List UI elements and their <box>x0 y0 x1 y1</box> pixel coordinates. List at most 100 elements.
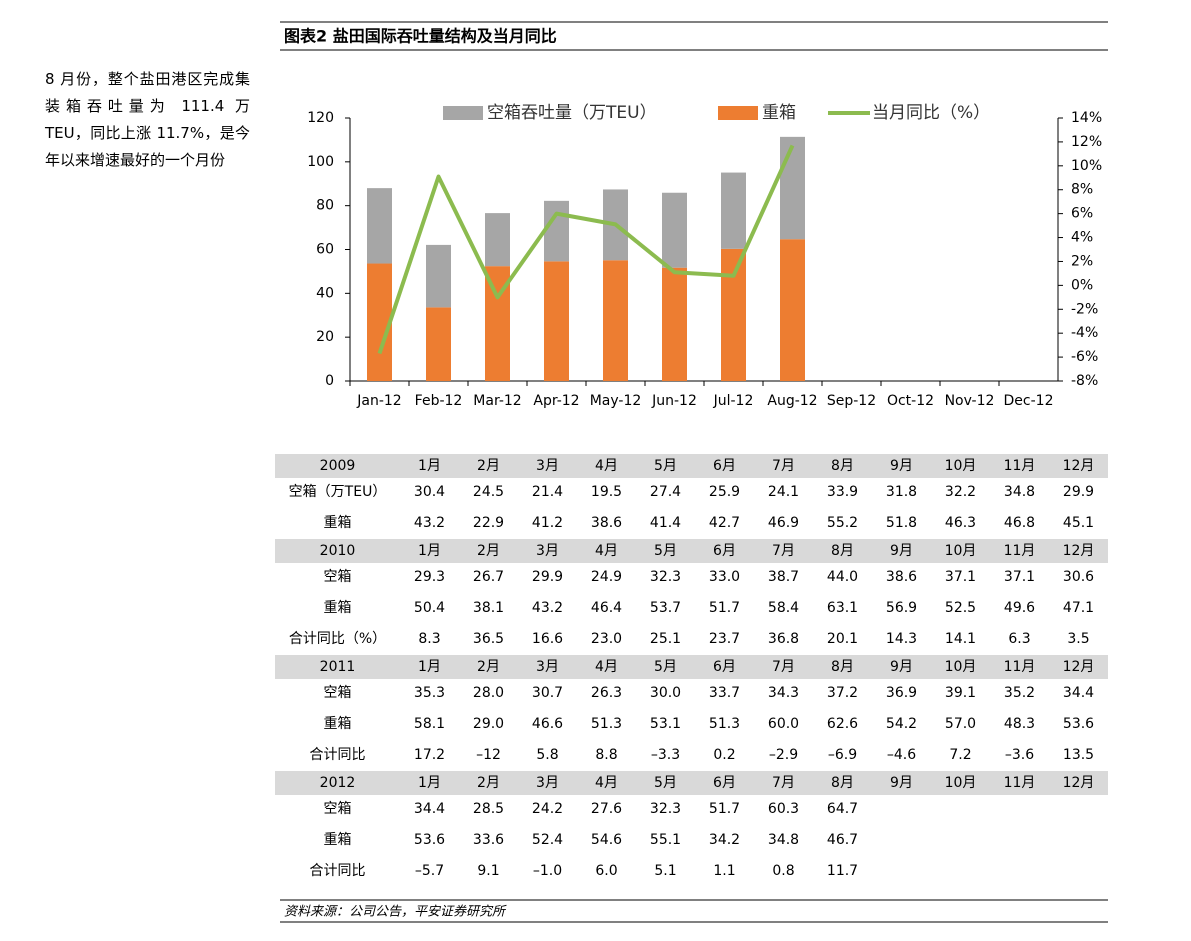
cell: –2.9 <box>769 747 798 763</box>
cell: 6.0 <box>595 863 617 879</box>
cell: 36.5 <box>473 631 504 647</box>
year: 2009 <box>320 458 356 474</box>
cell: 30.4 <box>414 484 445 500</box>
month: 4月 <box>595 543 618 559</box>
cell: 20.1 <box>827 631 858 647</box>
month: 7月 <box>772 775 795 791</box>
cell: 0.8 <box>772 863 794 879</box>
year: 2010 <box>320 543 356 559</box>
month: 11月 <box>1004 458 1036 474</box>
y2-tick-label: 2% <box>1071 253 1093 269</box>
y-tick-label: 40 <box>316 285 334 301</box>
month: 6月 <box>713 458 736 474</box>
month: 10月 <box>945 659 977 675</box>
sidebar-text: 8 月份，整个盐田港区完成集装箱吞吐量为 111.4 万 TEU，同比上涨 11… <box>45 70 250 169</box>
x-tick-label: Apr-12 <box>533 393 579 409</box>
month: 1月 <box>418 659 441 675</box>
cell: 14.1 <box>945 631 976 647</box>
row-label: 空箱 <box>324 569 352 585</box>
month: 5月 <box>654 543 677 559</box>
cell: 34.8 <box>768 832 799 848</box>
cell: 38.7 <box>768 569 799 585</box>
x-tick-label: Jun-12 <box>651 393 697 409</box>
cell: 46.7 <box>827 832 858 848</box>
bar <box>367 188 392 264</box>
cell: 53.6 <box>1063 716 1094 732</box>
bar <box>662 192 687 268</box>
legend-label: 空箱吞吐量（万TEU） <box>487 103 657 123</box>
month: 5月 <box>654 659 677 675</box>
month: 2月 <box>477 775 500 791</box>
cell: 58.4 <box>768 600 799 616</box>
cell: 8.8 <box>595 747 617 763</box>
cell: 42.7 <box>709 515 740 531</box>
month: 10月 <box>945 458 977 474</box>
month: 6月 <box>713 659 736 675</box>
cell: 53.7 <box>650 600 681 616</box>
cell: 31.8 <box>886 484 917 500</box>
cell: 51.7 <box>709 801 740 817</box>
cell: 44.0 <box>827 569 858 585</box>
y-tick-label: 100 <box>307 154 334 170</box>
bar <box>780 136 805 240</box>
cell: 5.1 <box>654 863 676 879</box>
x-tick-label: Feb-12 <box>415 393 463 409</box>
cell: 8.3 <box>418 631 440 647</box>
month: 12月 <box>1063 659 1095 675</box>
month: 4月 <box>595 775 618 791</box>
cell: 43.2 <box>532 600 563 616</box>
cell: 48.3 <box>1004 716 1035 732</box>
cell: 50.4 <box>414 600 445 616</box>
y2-tick-label: -2% <box>1071 301 1098 317</box>
month: 4月 <box>595 659 618 675</box>
cell: 60.0 <box>768 716 799 732</box>
month: 3月 <box>536 458 559 474</box>
bar <box>544 261 569 381</box>
cell: 34.2 <box>709 832 740 848</box>
month: 8月 <box>831 458 854 474</box>
cell: 13.5 <box>1063 747 1094 763</box>
cell: 37.1 <box>945 569 976 585</box>
cell: 34.3 <box>768 685 799 701</box>
y2-tick-label: 14% <box>1071 110 1102 126</box>
cell: 7.2 <box>949 747 971 763</box>
cell: 6.3 <box>1008 631 1030 647</box>
cell: 34.4 <box>414 801 445 817</box>
cell: 24.5 <box>473 484 504 500</box>
source: 资料来源：公司公告，平安证券研究所 <box>284 904 507 920</box>
y2-tick-label: 4% <box>1071 230 1093 246</box>
cell: 33.7 <box>709 685 740 701</box>
month: 9月 <box>890 659 913 675</box>
cell: 32.2 <box>945 484 976 500</box>
month: 7月 <box>772 543 795 559</box>
month: 11月 <box>1004 775 1036 791</box>
cell: 46.4 <box>591 600 622 616</box>
cell: 30.0 <box>650 685 681 701</box>
cell: 54.6 <box>591 832 622 848</box>
cell: 26.3 <box>591 685 622 701</box>
cell: –12 <box>476 747 501 763</box>
cell: 1.1 <box>713 863 735 879</box>
cell: 9.1 <box>477 863 499 879</box>
y2-tick-label: -8% <box>1071 373 1098 389</box>
cell: 37.1 <box>1004 569 1035 585</box>
cell: 29.9 <box>1063 484 1094 500</box>
legend-label: 当月同比（%） <box>872 103 990 123</box>
cell: –3.6 <box>1005 747 1034 763</box>
cell: 14.3 <box>886 631 917 647</box>
y-tick-label: 0 <box>325 373 334 389</box>
cell: 32.3 <box>650 569 681 585</box>
legend-label: 重箱 <box>762 103 796 123</box>
y2-tick-label: -6% <box>1071 349 1098 365</box>
month: 4月 <box>595 458 618 474</box>
month: 5月 <box>654 458 677 474</box>
y-tick-label: 20 <box>316 329 334 345</box>
table-header-band <box>275 655 1108 679</box>
cell: 46.3 <box>945 515 976 531</box>
month: 3月 <box>536 775 559 791</box>
month: 9月 <box>890 775 913 791</box>
x-tick-label: Jan-12 <box>356 393 401 409</box>
cell: 58.1 <box>414 716 445 732</box>
month: 6月 <box>713 543 736 559</box>
